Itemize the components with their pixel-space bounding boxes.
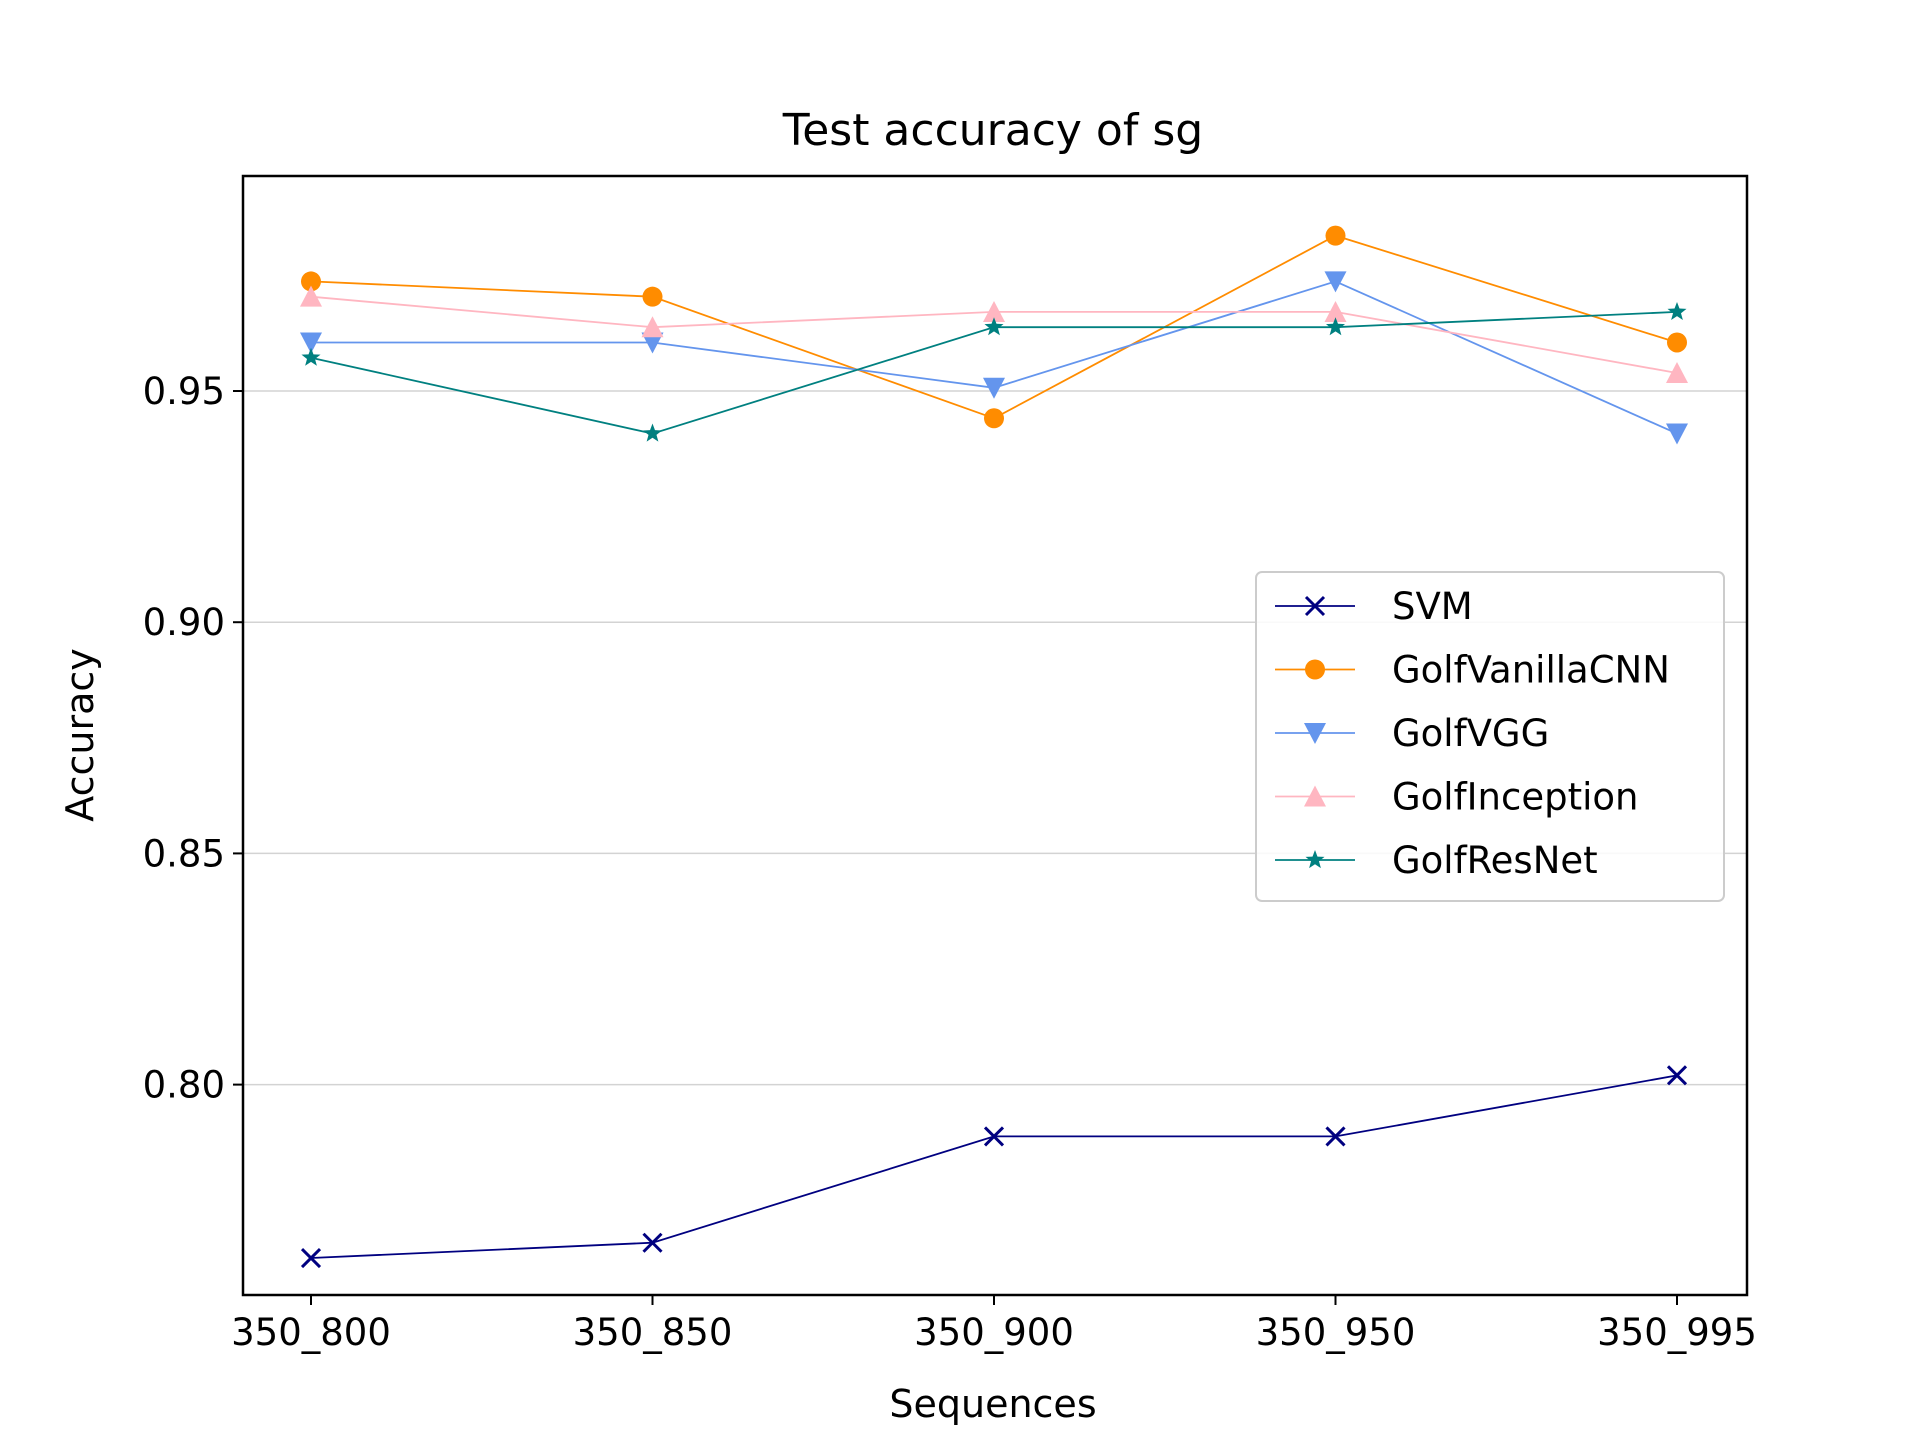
legend-box <box>1255 571 1725 902</box>
data-point-svm <box>983 1126 1005 1147</box>
data-point-svm <box>300 1247 322 1269</box>
data-point-golfresnet <box>1325 317 1346 336</box>
legend-marker <box>1305 850 1325 869</box>
legend-marker <box>1304 595 1326 617</box>
legend-label: SVM <box>1392 585 1473 628</box>
data-point-golfvgg <box>641 332 664 354</box>
x-tick-label: 350_850 <box>573 1311 733 1354</box>
x-tick-label: 350_950 <box>1256 1311 1416 1354</box>
legend-item-golfvgg: GolfVGG <box>1275 712 1549 755</box>
data-point-svm <box>642 1232 663 1253</box>
legend-label: GolfVGG <box>1392 712 1549 755</box>
data-point-golfresnet <box>1667 301 1687 321</box>
y-tick-label: 0.85 <box>143 832 225 875</box>
legend-item-golfresnet: GolfResNet <box>1275 839 1598 882</box>
data-point-golfresnet <box>301 347 321 366</box>
legend-marker <box>1305 659 1325 680</box>
data-point-golfvgg <box>983 377 1005 399</box>
series-golfvanillacnn <box>301 225 1687 429</box>
x-tick-label: 350_995 <box>1597 1311 1757 1354</box>
x-tick-label: 350_900 <box>914 1311 1074 1354</box>
data-point-golfvanillacnn <box>1667 332 1687 353</box>
data-point-svm <box>1666 1065 1688 1086</box>
series-golfinception <box>300 285 1688 383</box>
data-point-golfresnet <box>642 423 663 442</box>
y-tick-label: 0.80 <box>143 1064 225 1107</box>
series-golfresnet <box>301 301 1687 442</box>
legend-label: GolfVanillaCNN <box>1392 649 1670 692</box>
series-svm <box>300 1065 1688 1269</box>
data-point-golfvgg <box>1324 271 1347 293</box>
data-point-golfvanillacnn <box>1325 225 1346 246</box>
data-point-golfvanillacnn <box>301 271 321 292</box>
series-layer <box>300 225 1688 1269</box>
data-point-golfvgg <box>1666 423 1688 445</box>
x-axis-ticks: 350_800 350_850 350_900 350_950 350_995 <box>231 1295 1757 1354</box>
legend-item-golfinception: GolfInception <box>1275 776 1638 819</box>
x-axis-label: Sequences <box>889 1382 1096 1426</box>
chart-title: Test accuracy of sg <box>782 105 1203 156</box>
legend-marker <box>1304 723 1326 744</box>
data-point-svm <box>1325 1126 1346 1147</box>
legend-label: GolfInception <box>1392 776 1638 819</box>
legend-item-golfvanillacnn: GolfVanillaCNN <box>1275 649 1670 692</box>
y-tick-label: 0.95 <box>143 370 225 413</box>
x-tick-label: 350_800 <box>231 1311 391 1354</box>
legend: SVM GolfVanillaCNN GolfVGG GolfInception Gol… <box>1255 571 1725 902</box>
data-point-golfinception <box>1666 361 1688 383</box>
legend-label: GolfResNet <box>1392 839 1598 882</box>
data-point-golfvanillacnn <box>642 286 663 307</box>
data-point-golfvanillacnn <box>984 408 1004 429</box>
data-point-golfinception <box>641 316 664 338</box>
data-point-golfinception <box>300 285 322 307</box>
y-tick-label: 0.90 <box>143 601 225 644</box>
data-point-golfinception <box>1324 300 1347 322</box>
legend-item-svm: SVM <box>1275 585 1473 628</box>
data-point-golfinception <box>983 300 1005 322</box>
y-axis-label: Accuracy <box>58 648 102 822</box>
data-point-golfresnet <box>984 317 1004 336</box>
data-point-golfvgg <box>300 332 322 354</box>
legend-marker <box>1304 785 1326 807</box>
y-axis-ticks: 0.80 0.85 0.90 0.95 <box>143 370 243 1107</box>
